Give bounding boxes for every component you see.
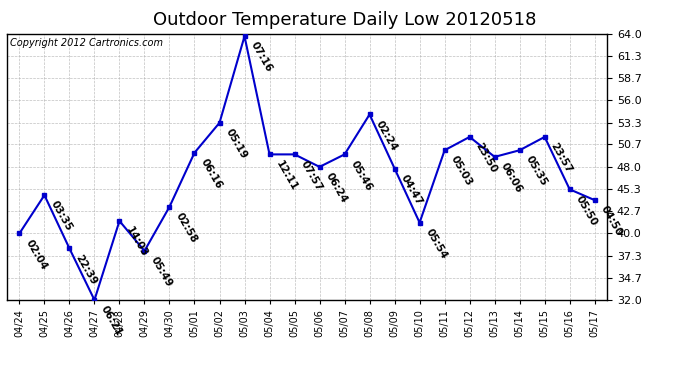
Text: 05:49: 05:49 bbox=[148, 255, 174, 289]
Text: 06:21: 06:21 bbox=[99, 304, 124, 338]
Text: 12:11: 12:11 bbox=[274, 159, 299, 192]
Text: Copyright 2012 Cartronics.com: Copyright 2012 Cartronics.com bbox=[10, 38, 163, 48]
Text: 07:16: 07:16 bbox=[248, 40, 274, 74]
Text: 05:35: 05:35 bbox=[524, 154, 549, 188]
Text: Outdoor Temperature Daily Low 20120518: Outdoor Temperature Daily Low 20120518 bbox=[153, 11, 537, 29]
Text: 05:03: 05:03 bbox=[448, 154, 474, 188]
Text: 07:57: 07:57 bbox=[299, 159, 324, 192]
Text: 23:57: 23:57 bbox=[549, 141, 574, 175]
Text: 04:47: 04:47 bbox=[399, 173, 424, 207]
Text: 23:50: 23:50 bbox=[474, 141, 499, 175]
Text: 04:50: 04:50 bbox=[599, 204, 624, 238]
Text: 02:04: 02:04 bbox=[23, 238, 49, 272]
Text: 06:16: 06:16 bbox=[199, 157, 224, 190]
Text: 05:50: 05:50 bbox=[574, 194, 599, 227]
Text: 06:24: 06:24 bbox=[324, 171, 349, 205]
Text: 03:35: 03:35 bbox=[48, 200, 74, 233]
Text: 14:03: 14:03 bbox=[124, 225, 149, 259]
Text: 22:39: 22:39 bbox=[74, 253, 99, 286]
Text: 02:58: 02:58 bbox=[174, 211, 199, 244]
Text: 05:54: 05:54 bbox=[424, 227, 449, 261]
Text: 05:46: 05:46 bbox=[348, 159, 374, 192]
Text: 06:06: 06:06 bbox=[499, 161, 524, 195]
Text: 02:24: 02:24 bbox=[374, 118, 399, 152]
Text: 05:19: 05:19 bbox=[224, 127, 249, 160]
